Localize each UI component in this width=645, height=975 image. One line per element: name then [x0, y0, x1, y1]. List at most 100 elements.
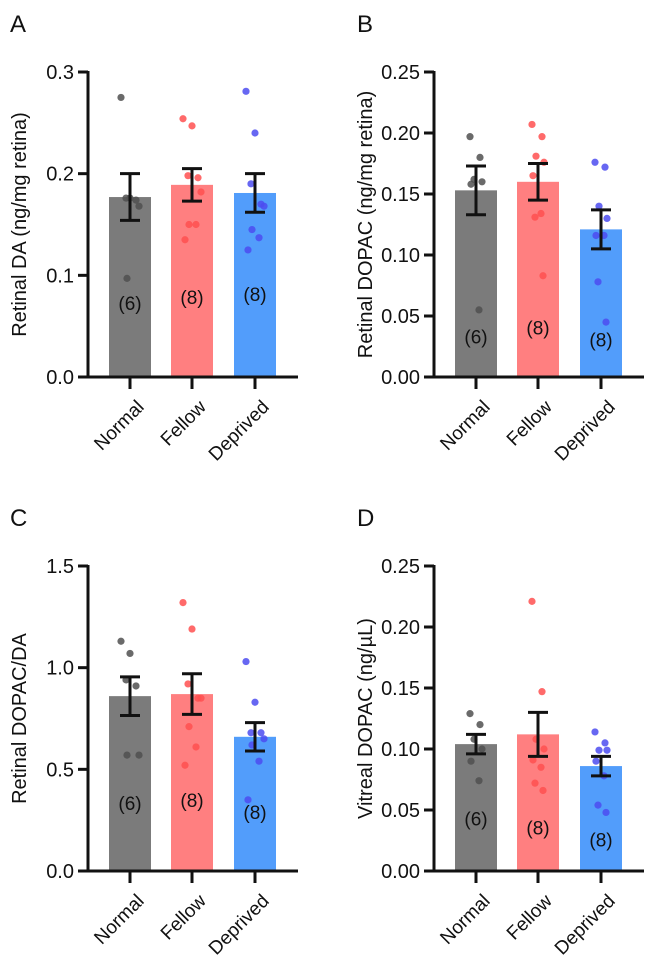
n-label: (6) — [118, 294, 141, 315]
data-point — [260, 735, 268, 743]
panel-C: C Retinal DOPAC/DA (6) Normal (8) Fellow (8) De… — [9, 505, 298, 959]
n-label: (8) — [243, 803, 266, 824]
data-point — [595, 746, 603, 754]
data-point — [591, 158, 599, 166]
data-point — [476, 721, 484, 729]
bar-deprived — [234, 736, 276, 871]
y-tick-label: 1.0 — [46, 658, 74, 680]
y-tick-label: 0.05 — [381, 800, 420, 822]
data-point — [603, 746, 611, 754]
y-axis-label: Retinal DOPAC/DA — [9, 632, 31, 803]
bar-normal — [109, 197, 151, 377]
data-point — [478, 745, 486, 753]
data-point — [184, 172, 192, 180]
data-point — [528, 120, 536, 129]
data-point — [531, 779, 539, 787]
x-tick-label-normal: Normal — [90, 397, 148, 455]
x-tick-label-fellow: Fellow — [157, 891, 211, 945]
data-point — [181, 236, 189, 244]
panel-label: B — [357, 11, 373, 38]
data-point — [603, 214, 611, 222]
data-point — [181, 761, 189, 769]
data-point — [466, 133, 474, 141]
data-point — [537, 763, 545, 771]
data-point — [602, 808, 610, 817]
data-point — [242, 87, 250, 95]
data-point — [122, 194, 130, 202]
data-point — [532, 152, 540, 160]
x-tick-label-normal: Normal — [436, 891, 494, 949]
data-point — [257, 729, 265, 737]
n-label: (8) — [589, 331, 612, 352]
y-tick-label: 0.0 — [46, 367, 74, 389]
data-point — [528, 597, 536, 605]
panel-B: B Retinal DOPAC (ng/mg retina) (6) Normal (8… — [355, 11, 644, 465]
y-tick-label: 0.25 — [381, 556, 420, 578]
data-point — [188, 122, 196, 130]
data-point — [179, 599, 187, 607]
y-tick-label: 0.00 — [381, 367, 420, 389]
bar-deprived — [580, 229, 622, 377]
data-point — [538, 133, 546, 141]
y-tick-label: 0.20 — [381, 617, 420, 639]
n-label: (8) — [526, 318, 549, 339]
y-tick-label: 0.2 — [46, 164, 74, 186]
y-tick-label: 0.10 — [381, 739, 420, 761]
y-tick-label: 0.5 — [46, 759, 74, 781]
bar-fellow — [517, 181, 559, 377]
data-point — [592, 231, 600, 240]
x-tick-label-deprived: Deprived — [551, 397, 620, 466]
data-point — [595, 202, 603, 210]
data-point — [185, 723, 193, 731]
panel-label: D — [357, 505, 374, 532]
data-point — [126, 649, 134, 658]
y-tick-label: 0.20 — [381, 123, 420, 145]
x-tick-label-deprived: Deprived — [551, 891, 620, 960]
panel-A: A Retinal DA (ng/mg retina) (6) Normal (8) Fe… — [9, 11, 298, 465]
data-point — [466, 710, 474, 718]
n-label: (8) — [180, 791, 203, 812]
data-point — [531, 213, 539, 221]
bar-normal — [109, 696, 151, 871]
data-point — [135, 751, 143, 759]
y-tick-label: 0.0 — [46, 861, 74, 883]
data-point — [184, 680, 192, 688]
n-label: (8) — [589, 831, 612, 852]
data-point — [537, 209, 545, 218]
y-tick-label: 0.15 — [381, 678, 420, 700]
data-point — [247, 729, 255, 737]
data-point — [197, 694, 205, 702]
x-tick-label-fellow: Fellow — [503, 891, 557, 945]
data-point — [132, 682, 140, 690]
data-point — [601, 739, 609, 747]
data-point — [244, 796, 252, 804]
panel-label: A — [10, 11, 26, 38]
n-label: (6) — [464, 809, 487, 830]
data-point — [117, 637, 125, 645]
y-axis-label: Retinal DA (ng/mg retina) — [9, 112, 31, 337]
bar-normal — [455, 744, 497, 871]
data-point — [135, 202, 143, 210]
data-point — [194, 174, 202, 182]
bar-deprived — [580, 766, 622, 871]
panel-label: C — [10, 505, 27, 532]
y-tick-label: 0.3 — [46, 62, 74, 84]
data-point — [251, 129, 259, 137]
data-point — [188, 625, 196, 633]
data-point — [248, 225, 256, 234]
y-tick-label: 0.05 — [381, 306, 420, 328]
data-point — [594, 801, 602, 809]
data-point — [475, 306, 483, 314]
n-label: (6) — [464, 327, 487, 348]
x-tick-label-normal: Normal — [90, 891, 148, 949]
panel-D: D Vitreal DOPAC (ng/µL) (6) Normal (8) Fellow… — [355, 505, 644, 959]
x-tick-label-normal: Normal — [436, 397, 494, 455]
data-point — [540, 745, 548, 753]
data-point — [192, 220, 200, 229]
data-point — [132, 196, 140, 204]
bar-normal — [455, 190, 497, 377]
data-point — [197, 188, 205, 196]
x-tick-label-deprived: Deprived — [205, 891, 274, 960]
y-tick-label: 0.25 — [381, 62, 420, 84]
